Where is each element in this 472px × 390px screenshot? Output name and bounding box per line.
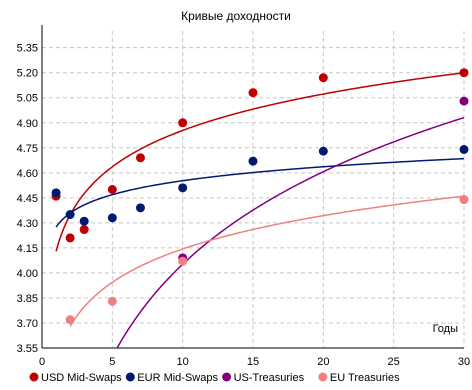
data-point: [459, 68, 469, 78]
trend-lines: [55, 72, 465, 348]
legend-marker: [318, 372, 328, 382]
legend-entry: USD Mid-Swaps: [41, 372, 122, 384]
data-point: [107, 185, 117, 194]
data-point: [135, 203, 145, 213]
x-axis-label: Годы: [433, 323, 459, 335]
data-points: [51, 68, 469, 325]
data-point: [79, 225, 89, 235]
trend-line: [116, 116, 465, 348]
data-point: [65, 315, 75, 325]
y-tick-label: 4.75: [17, 143, 38, 155]
y-tick-label: 5.05: [17, 93, 38, 105]
legend-marker: [29, 372, 39, 382]
y-tick-label: 4.00: [17, 268, 38, 280]
trend-line: [55, 72, 465, 252]
data-point: [107, 296, 117, 306]
data-point: [178, 183, 188, 193]
chart-title: Кривые доходности: [181, 9, 291, 23]
x-tick-label: 25: [388, 356, 400, 368]
x-tick-label: 0: [39, 356, 45, 368]
data-point: [459, 96, 469, 106]
data-point: [459, 195, 469, 205]
y-tick-label: 4.15: [17, 243, 38, 255]
legend-entry: EUR Mid-Swaps: [137, 372, 218, 384]
data-point: [459, 144, 469, 154]
legend: USD Mid-Swaps EUR Mid-Swaps US-Treasuries E…: [29, 372, 400, 384]
y-tick-label: 4.90: [17, 118, 38, 130]
data-point: [135, 153, 145, 163]
x-tick-label: 10: [177, 356, 189, 368]
data-point: [318, 146, 328, 156]
legend-entry: EU Treasuries: [330, 372, 400, 384]
trend-line: [69, 195, 465, 327]
grid: [42, 31, 465, 348]
legend-marker: [222, 372, 232, 382]
y-tick-label: 5.20: [17, 68, 38, 80]
data-point: [51, 188, 61, 198]
tick-labels: 3.55 3.70 3.85 4.00 4.15 4.30 4.45 4.60 4.75 4.90…: [17, 43, 471, 368]
legend-marker: [125, 372, 135, 382]
data-point: [318, 73, 328, 83]
y-tick-label: 4.45: [17, 193, 38, 205]
data-point: [79, 216, 89, 226]
x-tick-label: 15: [247, 356, 259, 368]
x-tick-label: 30: [458, 356, 470, 368]
trend-line: [55, 157, 465, 228]
legend-entry: US-Treasuries: [234, 372, 305, 384]
x-tick-label: 20: [317, 356, 329, 368]
y-tick-label: 3.85: [17, 293, 38, 305]
y-tick-label: 3.55: [17, 343, 38, 355]
y-tick-label: 4.60: [17, 168, 38, 180]
axes: [41, 25, 464, 349]
data-point: [107, 213, 117, 223]
y-tick-label: 3.70: [17, 318, 38, 330]
x-tick-label: 5: [109, 356, 115, 368]
data-point: [65, 233, 75, 243]
data-point: [248, 88, 258, 98]
data-point: [65, 210, 75, 220]
y-tick-label: 5.35: [17, 43, 38, 55]
data-point: [178, 256, 188, 266]
y-tick-label: 4.30: [17, 218, 38, 230]
data-point: [178, 118, 188, 128]
data-point: [248, 156, 258, 166]
